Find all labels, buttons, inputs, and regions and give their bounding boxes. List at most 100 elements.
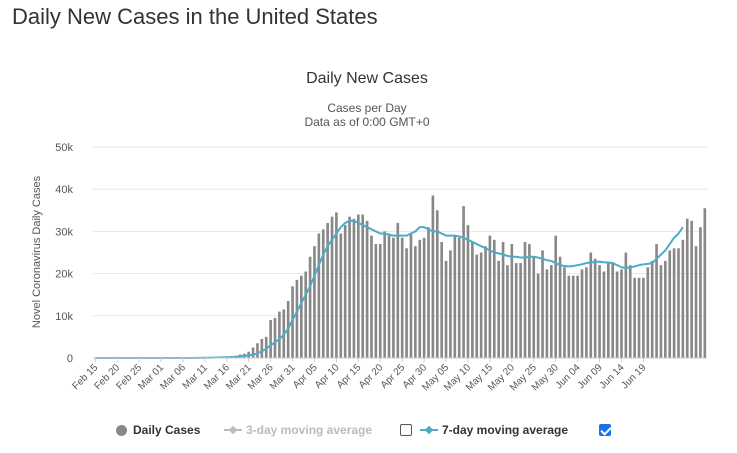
bar[interactable] (479, 252, 483, 359)
bar[interactable] (374, 244, 378, 358)
bar[interactable] (475, 254, 479, 358)
bar[interactable] (449, 250, 452, 358)
bar[interactable] (313, 246, 316, 358)
bar[interactable] (567, 275, 571, 358)
bar[interactable] (492, 239, 496, 358)
bar[interactable] (488, 235, 492, 358)
bar[interactable] (598, 265, 601, 358)
bar[interactable] (514, 263, 518, 358)
bar[interactable] (554, 235, 558, 358)
checkbox-3-day-average[interactable] (400, 424, 412, 436)
bar[interactable] (405, 248, 408, 358)
bar[interactable] (466, 225, 470, 358)
bar[interactable] (672, 248, 676, 358)
bar[interactable] (409, 233, 413, 358)
bar[interactable] (361, 214, 365, 358)
bar[interactable] (300, 275, 303, 358)
bar[interactable] (501, 241, 505, 358)
bar[interactable] (633, 277, 636, 358)
bar[interactable] (343, 225, 347, 358)
bar[interactable] (440, 241, 443, 358)
bar[interactable] (308, 256, 312, 358)
checkbox-7-day-average-wrap[interactable] (599, 421, 611, 439)
bar[interactable] (453, 235, 457, 358)
bar[interactable] (357, 214, 360, 358)
bar[interactable] (422, 237, 426, 358)
bar[interactable] (484, 246, 487, 358)
bar[interactable] (269, 320, 272, 358)
bar[interactable] (278, 311, 281, 358)
bar[interactable] (655, 244, 658, 358)
bar[interactable] (510, 244, 514, 358)
bar[interactable] (506, 265, 509, 358)
bar[interactable] (335, 212, 338, 358)
bar[interactable] (471, 241, 474, 358)
bar[interactable] (418, 239, 422, 358)
bar[interactable] (611, 263, 615, 358)
bar[interactable] (589, 252, 593, 359)
bar[interactable] (650, 260, 654, 358)
bar[interactable] (528, 244, 531, 358)
bar[interactable] (571, 275, 575, 358)
bar[interactable] (642, 277, 645, 358)
bar[interactable] (558, 256, 562, 358)
bar[interactable] (677, 248, 680, 358)
bar[interactable] (549, 265, 553, 358)
bar[interactable] (264, 336, 268, 358)
bar[interactable] (580, 269, 584, 358)
bar[interactable] (317, 233, 321, 358)
bar[interactable] (326, 222, 329, 358)
bar[interactable] (427, 227, 430, 358)
bar[interactable] (523, 241, 527, 358)
checkbox-3-day-average-wrap[interactable] (400, 421, 412, 439)
bar[interactable] (273, 317, 277, 358)
bar[interactable] (646, 267, 650, 358)
bar[interactable] (681, 239, 685, 358)
bar[interactable] (607, 263, 610, 358)
bar[interactable] (620, 269, 623, 358)
bar[interactable] (321, 229, 325, 358)
bar[interactable] (378, 244, 382, 358)
bar[interactable] (541, 250, 544, 358)
bar[interactable] (396, 222, 400, 358)
bar[interactable] (624, 252, 628, 359)
bar[interactable] (435, 210, 439, 358)
bar[interactable] (304, 271, 308, 358)
bar[interactable] (703, 208, 707, 358)
bar[interactable] (690, 220, 693, 358)
bar[interactable] (545, 269, 549, 358)
bar[interactable] (536, 273, 540, 358)
bar[interactable] (256, 343, 259, 358)
bar[interactable] (668, 250, 672, 358)
bar[interactable] (260, 339, 264, 358)
bar[interactable] (365, 220, 369, 358)
bar[interactable] (457, 237, 461, 358)
bar[interactable] (392, 237, 395, 358)
legend-item-7-day-average[interactable]: 7-day moving average (420, 421, 568, 439)
bar[interactable] (532, 256, 536, 358)
bar[interactable] (699, 227, 702, 358)
bar[interactable] (295, 279, 299, 358)
bar[interactable] (602, 271, 606, 358)
checkbox-7-day-average[interactable] (599, 424, 611, 436)
bar[interactable] (593, 258, 597, 358)
bar[interactable] (348, 216, 351, 358)
bar[interactable] (444, 260, 448, 358)
bar[interactable] (251, 347, 255, 358)
bar[interactable] (431, 195, 435, 358)
bar[interactable] (339, 233, 343, 358)
bar[interactable] (664, 260, 667, 358)
bar[interactable] (615, 271, 619, 358)
bar[interactable] (519, 263, 522, 358)
bar[interactable] (694, 246, 698, 358)
bar[interactable] (685, 218, 689, 358)
bar[interactable] (352, 218, 356, 358)
bar[interactable] (585, 267, 588, 358)
bar[interactable] (628, 265, 632, 358)
bar[interactable] (659, 265, 663, 358)
bar[interactable] (576, 275, 579, 358)
bar[interactable] (414, 246, 417, 358)
bar[interactable] (330, 216, 334, 358)
legend-item-3-day-average[interactable]: 3-day moving average (224, 421, 372, 439)
bar[interactable] (462, 206, 465, 358)
